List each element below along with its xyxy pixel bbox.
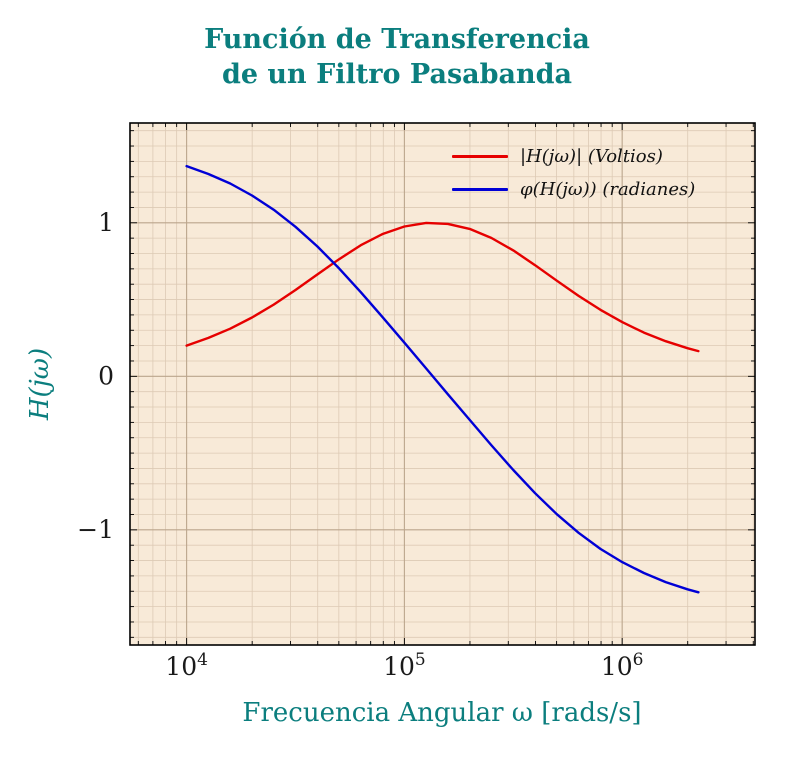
legend-item-magnitude: |H(jω)| (Voltios) xyxy=(452,146,695,167)
x-tick-label: 106 xyxy=(601,650,644,681)
axis-frame xyxy=(129,122,756,646)
y-tick-label: −1 xyxy=(77,515,114,544)
series-phase xyxy=(185,164,700,594)
legend-label-magnitude: |H(jω)| (Voltios) xyxy=(520,146,663,167)
grid-minor xyxy=(130,123,755,645)
x-axis-label: Frecuencia Angular ω [rads/s] xyxy=(242,698,642,728)
chart-title-line1: Función de Transferencia xyxy=(204,24,590,55)
y-tick-label: 1 xyxy=(98,208,114,237)
legend: |H(jω)| (Voltios) φ(H(jω)) (radianes) xyxy=(452,146,695,200)
legend-line-magnitude xyxy=(452,155,508,158)
legend-line-phase xyxy=(452,188,508,191)
legend-item-phase: φ(H(jω)) (radianes) xyxy=(452,179,695,200)
x-tick-labels: 104 105 106 xyxy=(165,650,643,681)
grid-major xyxy=(130,123,755,645)
x-tick-label: 104 xyxy=(165,650,208,681)
y-axis-label: H(jω) xyxy=(25,347,55,421)
plot-background xyxy=(130,123,755,645)
x-tick-label: 105 xyxy=(383,650,426,681)
chart-title: Función de Transferencia de un Filtro Pa… xyxy=(0,22,794,92)
y-tick-label: 0 xyxy=(98,361,114,390)
chart-title-line2: de un Filtro Pasabanda xyxy=(221,59,573,90)
y-tick-labels: 1 0 −1 xyxy=(77,208,114,544)
legend-label-phase: φ(H(jω)) (radianes) xyxy=(520,179,696,200)
series-magnitude xyxy=(185,221,700,353)
